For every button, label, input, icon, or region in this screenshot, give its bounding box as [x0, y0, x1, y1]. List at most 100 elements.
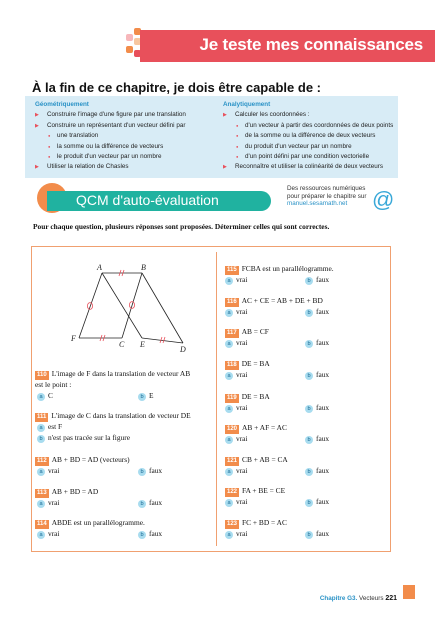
option-letter: a: [37, 424, 45, 432]
question-text: AB = CF: [241, 327, 269, 336]
question-text: L'image de C dans la translation de vect…: [51, 411, 191, 420]
option-letter: b: [305, 277, 313, 285]
point-label: D: [179, 345, 186, 354]
option-letter: b: [305, 499, 313, 507]
answer-option[interactable]: b faux: [305, 434, 329, 444]
option-letter: b: [138, 500, 146, 508]
question-text: ABDE est un parallélogramme.: [51, 518, 145, 527]
question-text: DE = BA: [241, 392, 270, 401]
answer-option[interactable]: a vrai: [37, 529, 60, 539]
goal-subitem: d'un vecteur à partir des coordonnées de…: [223, 121, 393, 132]
question-number: 118: [225, 361, 239, 370]
answer-option[interactable]: b faux: [305, 275, 329, 285]
page-footer: Chapitre G3. Vecteurs 221: [320, 595, 397, 602]
question-118: 118 DE = BA: [225, 359, 270, 370]
answer-option[interactable]: b faux: [305, 370, 329, 380]
question-number: 123: [225, 520, 240, 529]
column-divider: [216, 252, 217, 546]
geometry-figure: A B F C E D: [70, 263, 186, 354]
header-bar: [140, 30, 435, 62]
question-number: 117: [225, 329, 239, 338]
answer-option[interactable]: b faux: [138, 529, 162, 539]
option-letter: a: [37, 500, 45, 508]
goal-subitem: de la somme ou la différence de deux vec…: [223, 131, 393, 142]
answer-option[interactable]: a vrai: [37, 498, 60, 508]
question-text: AB + AF = AC: [242, 423, 287, 432]
option-letter: a: [225, 405, 233, 413]
answer-option[interactable]: a vrai: [225, 307, 248, 317]
page-tab: [403, 585, 415, 599]
answer-option[interactable]: a vrai: [225, 497, 248, 507]
question-112: 112 AB + BD = AD (vecteurs): [35, 455, 130, 466]
option-letter: a: [37, 468, 45, 476]
resources-link[interactable]: manuel.sesamath.net: [287, 200, 348, 207]
answer-option[interactable]: a est F: [37, 422, 62, 432]
question-number: 114: [35, 520, 49, 529]
goal-item: Construire l'image d'une figure par une …: [35, 110, 186, 121]
option-letter: a: [225, 436, 233, 444]
resources-line2: pour préparer le chapitre sur: [287, 192, 367, 200]
option-letter: a: [225, 372, 233, 380]
option-letter: b: [305, 340, 313, 348]
goals-title: À la fin de ce chapitre, je dois être ca…: [32, 80, 321, 95]
answer-option[interactable]: a vrai: [225, 434, 248, 444]
question-111: 111 L'image de C dans la translation de v…: [35, 411, 191, 422]
option-letter: b: [305, 436, 313, 444]
question-115: 115 FCBA est un parallélogramme.: [225, 264, 334, 275]
option-letter: b: [305, 309, 313, 317]
page-title: Je teste mes connaissances: [199, 35, 424, 54]
option-letter: b: [305, 531, 313, 539]
question-110: 110 L'image de F dans la translation de v…: [35, 369, 190, 380]
question-text: CB + AB = CA: [242, 455, 288, 464]
question-117: 117 AB = CF: [225, 327, 269, 338]
goal-subitem: une translation: [35, 131, 186, 142]
question-119: 119 DE = BA: [225, 392, 270, 403]
answer-option[interactable]: a vrai: [37, 466, 60, 476]
answer-option[interactable]: b faux: [305, 338, 329, 348]
answer-option[interactable]: b n'est pas tracée sur la figure: [37, 433, 130, 443]
point-label: E: [139, 340, 145, 349]
option-letter: a: [37, 531, 45, 539]
option-letter: a: [225, 499, 233, 507]
answer-option[interactable]: a vrai: [225, 529, 248, 539]
answer-option[interactable]: b faux: [305, 403, 329, 413]
question-text: DE = BA: [241, 359, 270, 368]
question-110-cont: est le point :: [35, 380, 72, 389]
option-letter: b: [305, 405, 313, 413]
answer-option[interactable]: b faux: [305, 497, 329, 507]
answer-option[interactable]: a vrai: [225, 403, 248, 413]
answer-option[interactable]: a vrai: [225, 370, 248, 380]
page-number: 221: [385, 595, 397, 602]
question-number: 120: [225, 425, 240, 434]
decor-dot: [134, 28, 141, 35]
goal-subitem: du produit d'un vecteur par un nombre: [223, 142, 393, 153]
goal-item: Construire un représentant d'un vecteur …: [35, 121, 186, 132]
answer-option[interactable]: b faux: [138, 498, 162, 508]
question-number: 111: [35, 413, 49, 422]
question-text: AB + BD = AD (vecteurs): [51, 455, 130, 464]
answer-option[interactable]: b faux: [305, 466, 329, 476]
answer-option[interactable]: b faux: [305, 529, 329, 539]
goal-item: Utiliser la relation de Chasles: [35, 162, 186, 173]
goal-item: Reconnaître et utiliser la colinéarité d…: [223, 162, 393, 173]
question-number: 121: [225, 457, 240, 466]
option-letter: b: [305, 372, 313, 380]
resources-line1: Des ressources numériques: [287, 185, 366, 192]
answer-option[interactable]: a vrai: [225, 338, 248, 348]
answer-option[interactable]: a vrai: [225, 466, 248, 476]
goals-analytic: Analytiquement Calculer les coordonnées …: [223, 100, 393, 173]
answer-option[interactable]: b faux: [138, 466, 162, 476]
goal-subitem: le produit d'un vecteur par un nombre: [35, 152, 186, 163]
footer-title: Vecteurs: [359, 595, 384, 602]
point-label: C: [119, 340, 125, 349]
answer-option[interactable]: b faux: [305, 307, 329, 317]
goals-heading: Analytiquement: [223, 101, 271, 108]
question-text: AB + BD = AD: [51, 487, 99, 496]
option-letter: a: [225, 340, 233, 348]
answer-option[interactable]: a vrai: [225, 275, 248, 285]
decor-dot: [134, 50, 141, 57]
goals-geometric: Géométriquement Construire l'image d'une…: [35, 100, 186, 173]
goal-item: Calculer les coordonnées :: [223, 110, 393, 121]
